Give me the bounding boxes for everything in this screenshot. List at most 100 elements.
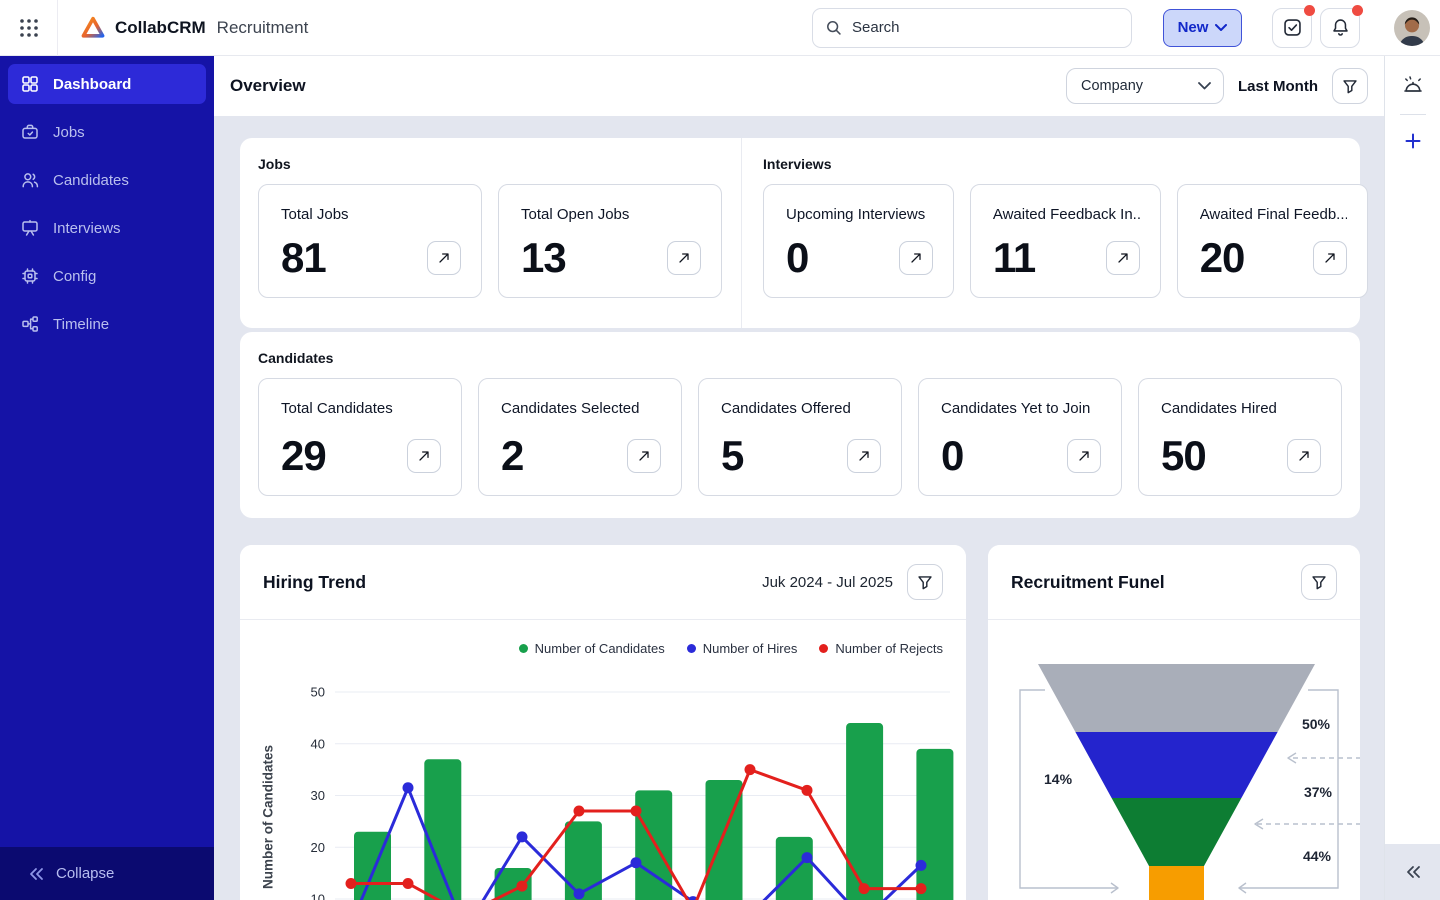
arrow-up-right-icon bbox=[859, 451, 869, 461]
overview-header: Overview Company Last Month bbox=[214, 56, 1384, 116]
arrow-up-right-icon bbox=[1079, 451, 1089, 461]
stat-value: 13 bbox=[521, 234, 567, 281]
open-total-open-jobs-button[interactable] bbox=[667, 241, 701, 275]
arrow-up-right-icon bbox=[1299, 451, 1309, 461]
stat-card-candidates-offered: Candidates Offered 5 bbox=[698, 378, 902, 496]
search-icon bbox=[827, 20, 841, 35]
arrow-up-right-icon bbox=[1118, 253, 1128, 263]
chevron-down-icon bbox=[1215, 23, 1228, 31]
open-candidates-yet-to-join-button[interactable] bbox=[1067, 439, 1101, 473]
right-rail bbox=[1384, 56, 1440, 900]
hiring-trend-legend: Number of Candidates Number of Hires Num… bbox=[240, 620, 966, 656]
funnel-label-44: 44% bbox=[1303, 848, 1332, 864]
tasks-notification-dot bbox=[1304, 4, 1315, 16]
arrow-up-right-icon bbox=[639, 451, 649, 461]
open-candidates-hired-button[interactable] bbox=[1287, 439, 1321, 473]
funnel-label-14: 14% bbox=[1044, 771, 1073, 787]
jobs-briefcase-icon bbox=[20, 122, 40, 142]
open-candidates-selected-button[interactable] bbox=[627, 439, 661, 473]
stat-card-candidates-hired: Candidates Hired 50 bbox=[1138, 378, 1342, 496]
sidebar-item-dashboard[interactable]: Dashboard bbox=[8, 64, 206, 104]
tasks-button[interactable] bbox=[1272, 4, 1315, 48]
hiring-trend-period: Juk 2024 - Jul 2025 bbox=[762, 573, 893, 591]
sidebar-item-candidates[interactable]: Candidates bbox=[8, 160, 206, 200]
new-button[interactable]: New bbox=[1163, 8, 1242, 47]
open-candidates-offered-button[interactable] bbox=[847, 439, 881, 473]
add-widget-button[interactable] bbox=[1393, 121, 1433, 161]
stat-value: 0 bbox=[786, 234, 809, 281]
service-bell-icon bbox=[1403, 76, 1422, 92]
open-total-candidates-button[interactable] bbox=[407, 439, 441, 473]
search-input[interactable] bbox=[852, 19, 1119, 36]
sidebar-item-label: Jobs bbox=[53, 123, 85, 141]
hiring-trend-title: Hiring Trend bbox=[263, 571, 367, 592]
hiring-trend-filter-button[interactable] bbox=[907, 564, 943, 600]
main-area: Overview Company Last Month bbox=[214, 56, 1384, 900]
brand[interactable]: CollabCRM Recruitment bbox=[80, 15, 308, 41]
filter-funnel-icon bbox=[1343, 80, 1357, 94]
collapse-chevrons-icon bbox=[30, 867, 43, 880]
arrow-up-right-icon bbox=[419, 451, 429, 461]
stat-value: 29 bbox=[281, 432, 327, 479]
overview-filter-button[interactable] bbox=[1332, 68, 1368, 104]
page-title: Overview bbox=[230, 76, 306, 95]
open-awaited-feedback-button[interactable] bbox=[1105, 241, 1140, 275]
interviews-section: Interviews Upcoming Interviews 0 bbox=[742, 138, 1384, 328]
stat-card-candidates-yet-to-join: Candidates Yet to Join 0 bbox=[918, 378, 1122, 496]
candidates-section: Candidates Total Candidates 29 bbox=[240, 332, 1360, 496]
svg-text:50: 50 bbox=[311, 685, 325, 700]
sidebar-collapse-button[interactable]: Collapse bbox=[0, 847, 214, 900]
stat-card-candidates-selected: Candidates Selected 2 bbox=[478, 378, 682, 496]
legend-item-hires: Number of Hires bbox=[686, 641, 797, 656]
svg-text:20: 20 bbox=[311, 840, 325, 855]
collapse-label: Collapse bbox=[56, 865, 115, 882]
alerts-notification-dot bbox=[1352, 4, 1363, 16]
open-upcoming-interviews-button[interactable] bbox=[898, 241, 933, 275]
task-checkbox-icon bbox=[1283, 19, 1301, 36]
svg-text:30: 30 bbox=[311, 788, 325, 803]
candidates-people-icon bbox=[20, 170, 40, 190]
global-search[interactable] bbox=[812, 7, 1132, 48]
candidates-section-label: Candidates bbox=[258, 350, 334, 366]
stat-card-awaited-feedback: Awaited Feedback In... 11 bbox=[969, 184, 1161, 298]
hiring-trend-panel: Hiring Trend Juk 2024 - Jul 2025 Number … bbox=[240, 545, 966, 900]
topbar-divider bbox=[57, 0, 58, 56]
service-bell-button[interactable] bbox=[1393, 66, 1433, 106]
sidebar-item-config[interactable]: Config bbox=[8, 256, 206, 296]
sidebar-item-label: Interviews bbox=[53, 219, 121, 237]
user-avatar[interactable] bbox=[1394, 9, 1430, 46]
sidebar-item-label: Dashboard bbox=[53, 75, 132, 93]
recruitment-funnel-panel: Recruitment Funel bbox=[988, 545, 1360, 900]
top-bar: CollabCRM Recruitment New bbox=[0, 0, 1440, 56]
chevron-down-icon bbox=[1198, 82, 1211, 90]
dashboard-content: Jobs Total Jobs 81 Tota bbox=[214, 116, 1384, 900]
stat-value: 0 bbox=[941, 432, 964, 479]
stat-value: 5 bbox=[721, 432, 744, 479]
notifications-button[interactable] bbox=[1320, 4, 1363, 48]
open-awaited-final-feedback-button[interactable] bbox=[1312, 241, 1347, 275]
legend-item-rejects: Number of Rejects bbox=[819, 641, 943, 656]
apps-grid-icon bbox=[20, 18, 38, 37]
company-dropdown[interactable]: Company bbox=[1066, 68, 1224, 104]
recruitment-funnel-filter-button[interactable] bbox=[1301, 564, 1337, 600]
funnel-label-37: 37% bbox=[1304, 784, 1333, 800]
filter-funnel-icon bbox=[1312, 576, 1326, 590]
arrow-up-right-icon bbox=[439, 253, 449, 263]
open-total-jobs-button[interactable] bbox=[427, 241, 461, 275]
brand-product: Recruitment bbox=[216, 17, 309, 37]
legend-item-candidates: Number of Candidates bbox=[518, 641, 665, 656]
sidebar: Dashboard Jobs bbox=[0, 56, 214, 900]
funnel-label-50: 50% bbox=[1302, 716, 1331, 732]
timeline-flow-icon bbox=[20, 314, 40, 334]
rail-collapse-button[interactable] bbox=[1385, 844, 1440, 900]
stat-value: 2 bbox=[501, 432, 524, 479]
rail-divider bbox=[1399, 114, 1426, 115]
sidebar-item-interviews[interactable]: Interviews bbox=[8, 208, 206, 248]
sidebar-item-jobs[interactable]: Jobs bbox=[8, 112, 206, 152]
company-dropdown-value: Company bbox=[1081, 78, 1144, 94]
apps-grid-button[interactable] bbox=[17, 16, 41, 40]
stat-value: 81 bbox=[281, 234, 327, 281]
sidebar-item-timeline[interactable]: Timeline bbox=[8, 304, 206, 344]
recruitment-funnel-header: Recruitment Funel bbox=[988, 545, 1360, 620]
stat-card-total-candidates: Total Candidates 29 bbox=[258, 378, 462, 496]
